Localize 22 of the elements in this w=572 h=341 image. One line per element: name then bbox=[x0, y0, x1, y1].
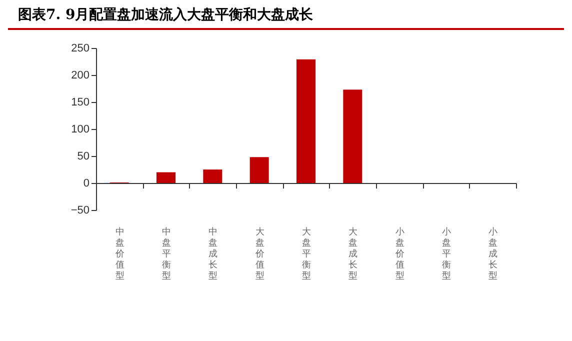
y-tick-label: 150 bbox=[71, 96, 90, 108]
x-tick-label: 大盘平衡型 bbox=[302, 226, 311, 282]
y-tick-label: −50 bbox=[70, 204, 90, 216]
bar bbox=[250, 157, 269, 183]
x-tick-label: 大盘价值型 bbox=[254, 226, 264, 282]
x-tick-label: 中盘价值型 bbox=[114, 226, 124, 282]
y-tick-label: 0 bbox=[83, 178, 90, 190]
x-tick-label: 大盘成长型 bbox=[348, 226, 358, 282]
x-tick-label: 小盘价值型 bbox=[394, 226, 404, 282]
bar bbox=[203, 170, 222, 183]
x-tick-label: 小盘平衡型 bbox=[442, 226, 451, 282]
bar bbox=[296, 59, 316, 183]
y-tick-label: 250 bbox=[71, 42, 90, 54]
x-tick-label: 小盘成长型 bbox=[488, 226, 498, 282]
y-tick-label: 100 bbox=[71, 124, 90, 136]
y-tick-label: 50 bbox=[77, 150, 90, 162]
y-tick-label: 200 bbox=[71, 70, 90, 82]
x-tick-label: 中盘平衡型 bbox=[162, 226, 171, 282]
bar bbox=[343, 90, 362, 183]
bar bbox=[156, 172, 176, 183]
x-tick-label: 中盘成长型 bbox=[208, 226, 218, 282]
chart-title: 图表7. 9月配置盘加速流入大盘平衡和大盘成长 bbox=[8, 0, 564, 30]
